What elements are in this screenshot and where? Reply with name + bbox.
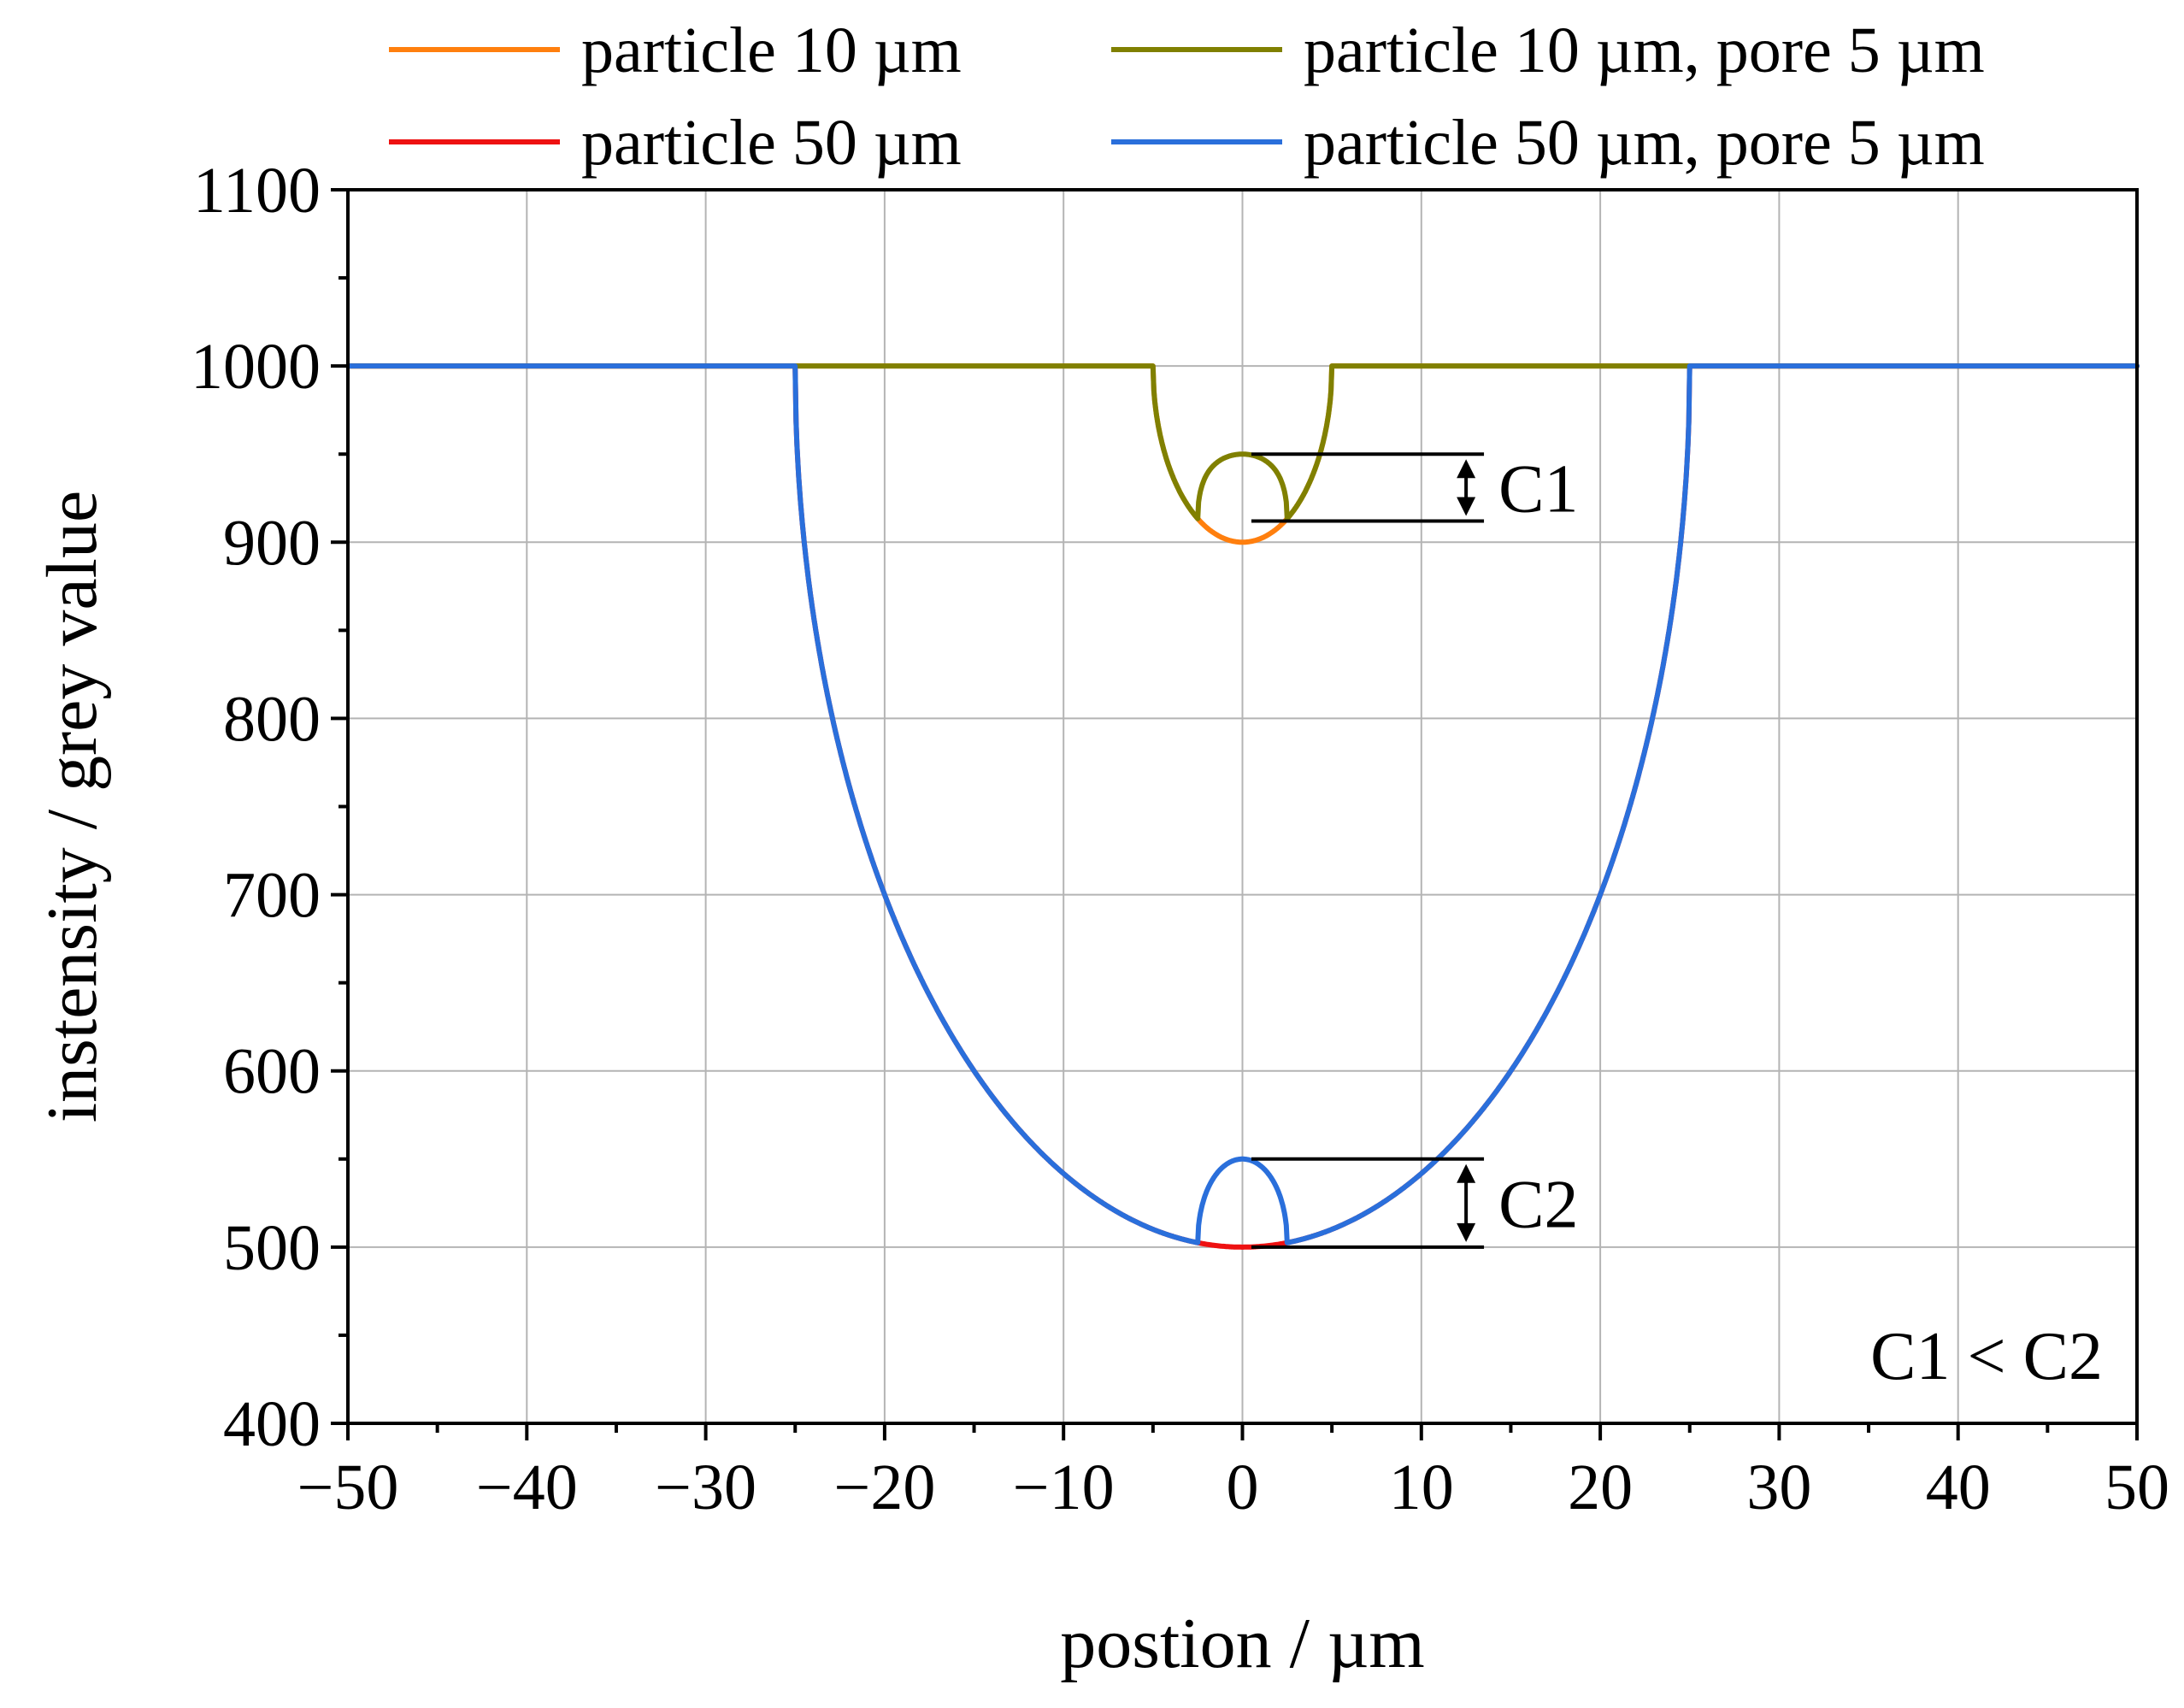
x-axis-title: postion / µm	[1060, 1604, 1424, 1683]
annotations: C1 C2	[1251, 451, 1578, 1249]
x-tick-label: 0	[1227, 1452, 1259, 1523]
y-tick-labels: 400 500 600 700 800 900 1000 1100	[191, 155, 321, 1460]
x-tick-label: 30	[1746, 1452, 1811, 1523]
x-tick-label: −10	[1013, 1452, 1115, 1523]
x-tick-label: −40	[476, 1452, 578, 1523]
grid	[348, 190, 2137, 1423]
c1-label: C1	[1498, 451, 1578, 527]
legend-label-particle-50-pore-5: particle 50 µm, pore 5 µm	[1304, 107, 1985, 179]
legend-label-particle-10: particle 10 µm	[581, 15, 962, 86]
comparison-note: C1 < C2	[1870, 1319, 2103, 1394]
c2-arrow-head-down	[1457, 1222, 1476, 1242]
y-tick-label: 700	[223, 860, 321, 932]
y-tick-label: 800	[223, 683, 321, 755]
y-tick-label: 1100	[193, 155, 321, 227]
x-tick-label: −30	[655, 1452, 756, 1523]
x-tick-label: 10	[1389, 1452, 1454, 1523]
series-particle-50-m-pore-5-m	[345, 363, 2140, 1246]
x-tick-label: 40	[1926, 1452, 1991, 1523]
series-layer	[345, 363, 2140, 1250]
c2-arrow-head-up	[1457, 1163, 1476, 1183]
y-tick-label: 900	[223, 507, 321, 579]
y-axis-title: instensity / grey value	[32, 491, 112, 1123]
legend-label-particle-50: particle 50 µm	[581, 107, 962, 179]
x-tick-label: −50	[297, 1452, 399, 1523]
c2-label: C2	[1498, 1167, 1578, 1242]
y-tick-label: 400	[223, 1388, 321, 1460]
legend: particle 10 µm particle 50 µm particle 1…	[389, 15, 1985, 179]
x-tick-label: 20	[1568, 1452, 1633, 1523]
axis-ticks	[331, 188, 2139, 1440]
y-tick-label: 600	[223, 1036, 321, 1108]
c1-arrow-head-up	[1457, 459, 1476, 479]
x-tick-label: 50	[2105, 1452, 2169, 1523]
y-tick-label: 1000	[191, 331, 321, 403]
legend-label-particle-10-pore-5: particle 10 µm, pore 5 µm	[1304, 15, 1985, 86]
c1-arrow-head-down	[1457, 497, 1476, 516]
x-tick-labels: −50 −40 −30 −20 −10 0 10 20 30 40 50	[297, 1452, 2169, 1523]
y-tick-label: 500	[223, 1212, 321, 1284]
x-tick-label: −20	[833, 1452, 935, 1523]
